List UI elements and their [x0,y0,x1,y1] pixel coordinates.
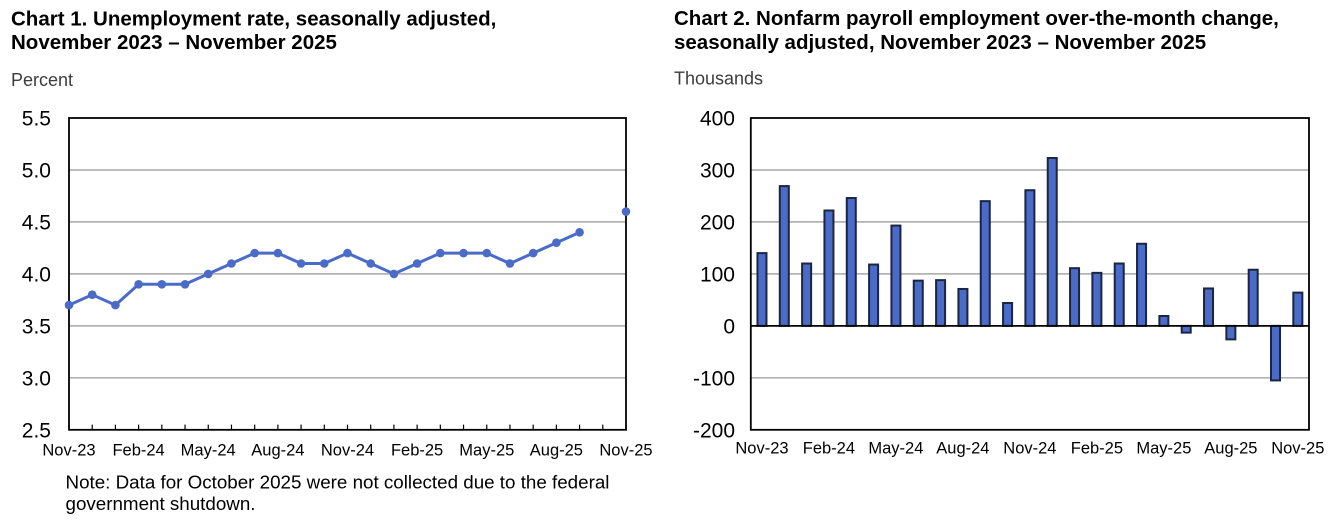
svg-text:0: 0 [723,315,735,338]
svg-text:May-25: May-25 [1136,440,1191,458]
svg-text:Chart 2. Nonfarm payroll emplo: Chart 2. Nonfarm payroll employment over… [674,7,1279,30]
svg-text:Aug-25: Aug-25 [530,442,583,460]
svg-text:Nov-25: Nov-25 [599,442,652,460]
svg-text:May-25: May-25 [459,442,514,460]
svg-text:Nov-23: Nov-23 [42,442,95,460]
svg-text:May-24: May-24 [181,442,236,460]
svg-text:Nov-23: Nov-23 [735,440,788,458]
svg-text:200: 200 [700,211,735,234]
svg-text:3.5: 3.5 [22,315,51,338]
svg-text:5.5: 5.5 [22,108,51,131]
svg-text:Chart 1. Unemployment rate, se: Chart 1. Unemployment rate, seasonally a… [11,8,496,31]
svg-text:Percent: Percent [11,70,73,90]
svg-text:Nov-25: Nov-25 [1271,440,1324,458]
svg-text:Feb-24: Feb-24 [112,442,164,460]
svg-text:-200: -200 [693,419,735,442]
svg-text:Nov-24: Nov-24 [321,442,374,460]
svg-text:Feb-25: Feb-25 [391,442,443,460]
svg-text:November 2023 – November 2025: November 2023 – November 2025 [11,31,337,54]
svg-text:-100: -100 [693,367,735,390]
svg-text:100: 100 [700,263,735,286]
svg-text:Feb-24: Feb-24 [803,440,855,458]
svg-text:May-24: May-24 [868,440,923,458]
svg-text:4.5: 4.5 [22,211,51,234]
svg-text:seasonally adjusted, November: seasonally adjusted, November 2023 – Nov… [674,31,1206,54]
svg-text:Thousands: Thousands [674,69,763,89]
svg-text:4.0: 4.0 [22,263,51,286]
svg-text:2.5: 2.5 [22,419,51,442]
svg-text:Feb-25: Feb-25 [1071,440,1123,458]
svg-text:300: 300 [700,160,735,183]
svg-text:Aug-24: Aug-24 [936,440,989,458]
svg-text:5.0: 5.0 [22,160,51,183]
svg-text:Aug-24: Aug-24 [251,442,304,460]
svg-text:government shutdown.: government shutdown. [66,493,256,514]
svg-text:Nov-24: Nov-24 [1003,440,1056,458]
svg-text:3.0: 3.0 [22,367,51,390]
svg-text:400: 400 [700,108,735,131]
svg-text:Note: Data for October 2025 we: Note: Data for October 2025 were not col… [66,471,610,492]
svg-text:Aug-25: Aug-25 [1204,440,1257,458]
